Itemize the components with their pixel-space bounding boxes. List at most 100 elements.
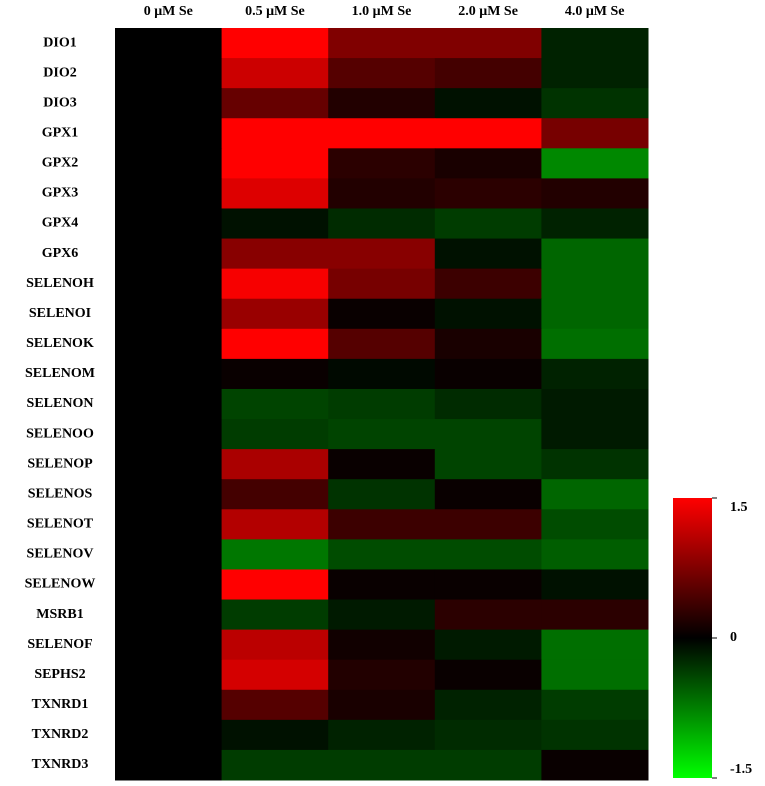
row-label: SELENOW [25,577,96,592]
heatmap-cell [221,148,329,179]
heatmap-cell [541,419,649,450]
heatmap-cell [541,358,649,390]
heatmap-cell [221,238,329,270]
heatmap-cell [434,358,542,390]
heatmap-cell [328,509,436,540]
heatmap-cell [221,118,329,149]
heatmap-cell [328,388,436,420]
row-label: DIO3 [43,95,76,110]
heatmap-cell [221,569,329,601]
heatmap-cell [328,298,436,330]
heatmap-cell [115,328,223,360]
heatmap-cell [221,719,329,751]
heatmap-cell [115,539,223,570]
heatmap-cell [328,28,436,59]
heatmap-cell [434,388,542,420]
row-label: GPX3 [42,186,79,201]
colorbar [673,498,712,778]
heatmap-cell [115,208,223,240]
heatmap-cell [434,148,542,179]
row-label: DIO2 [43,65,76,80]
heatmap-cell [221,328,329,360]
heatmap-cell [434,208,542,240]
heatmap-cell [115,88,223,119]
column-label: 0 μM Se [144,4,193,19]
heatmap-cell [115,388,223,420]
heatmap-cell [541,659,649,691]
heatmap-cell [221,208,329,240]
heatmap-cell [115,689,223,721]
colorbar-tick-label: 1.5 [730,500,748,515]
heatmap-cell [115,599,223,631]
heatmap-cell [541,58,649,89]
heatmap-cell [434,449,542,480]
heatmap-cell [115,238,223,270]
heatmap-cell [328,569,436,601]
heatmap-cell [434,749,542,781]
heatmap-cell [328,749,436,781]
heatmap-cell [328,88,436,119]
heatmap-cell [541,749,649,781]
heatmap-cell [115,659,223,691]
heatmap-cell [328,238,436,270]
heatmap-cell [221,539,329,570]
heatmap-cell [328,479,436,510]
heatmap-cell [221,178,329,209]
heatmap-cell [328,419,436,450]
heatmap-cell [115,148,223,179]
heatmap-cell [541,599,649,631]
heatmap-cell [434,298,542,330]
heatmap-cell [434,178,542,209]
heatmap-cell [328,58,436,89]
row-label: SELENOM [25,366,95,381]
heatmap-cell [541,298,649,330]
heatmap-cell [541,569,649,601]
heatmap-cell [328,358,436,390]
heatmap-cell [434,479,542,510]
heatmap-cell [221,88,329,119]
heatmap-cell [328,659,436,691]
heatmap-cell [541,388,649,420]
row-label: TXNRD3 [32,757,89,772]
heatmap-cell [541,28,649,59]
heatmap-cell [541,148,649,179]
heatmap-cell [328,148,436,179]
heatmap-cell [115,479,223,510]
heatmap-cell [434,509,542,540]
heatmap-cell [221,749,329,781]
heatmap-cell [115,118,223,149]
heatmap-cell [221,509,329,540]
row-label: SELENOS [28,486,93,501]
heatmap-cell [541,689,649,721]
heatmap-cell [221,388,329,420]
colorbar-tick-label: -1.5 [730,762,752,777]
heatmap-cell [221,449,329,480]
heatmap-cell [434,238,542,270]
row-label: TXNRD2 [32,727,89,742]
heatmap-cell [541,328,649,360]
row-label: SELENOH [26,276,94,291]
heatmap-cell [115,419,223,450]
column-label: 1.0 μM Se [352,4,412,19]
heatmap-cell [328,629,436,661]
heatmap-cell [434,539,542,570]
heatmap-cell [115,509,223,540]
row-label: SELENOT [27,517,94,532]
heatmap-cell [434,419,542,450]
heatmap-cell [115,719,223,751]
column-label: 4.0 μM Se [565,4,625,19]
row-label: GPX1 [42,125,79,140]
heatmap-cell [541,629,649,661]
heatmap-cell [434,629,542,661]
heatmap-cell [115,449,223,480]
column-label: 2.0 μM Se [458,4,518,19]
heatmap-cell [328,178,436,209]
heatmap-cell [434,328,542,360]
heatmap-cell [328,268,436,300]
heatmap-cell [541,118,649,149]
heatmap-cell [434,118,542,149]
heatmap-cell [115,569,223,601]
heatmap-cell [434,88,542,119]
row-label: SELENON [27,396,94,411]
heatmap-cell [434,659,542,691]
